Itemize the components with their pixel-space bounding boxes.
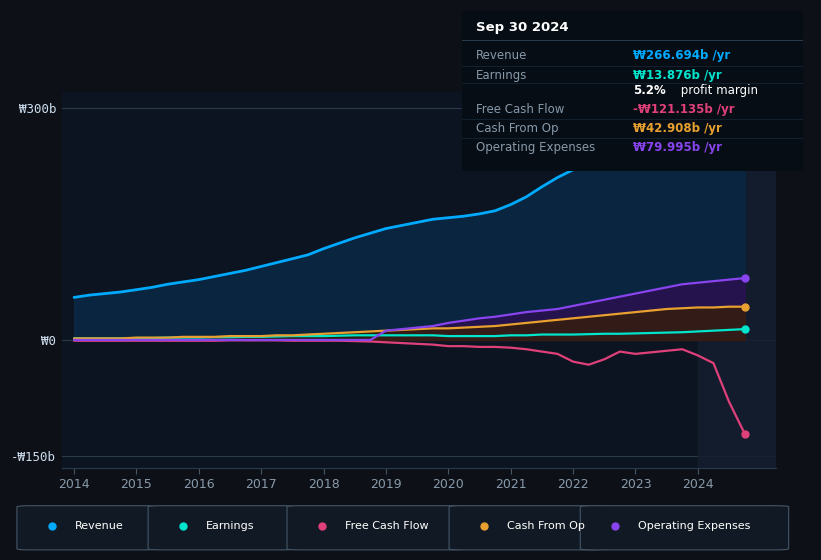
Text: Sep 30 2024: Sep 30 2024	[476, 21, 568, 34]
FancyBboxPatch shape	[148, 506, 295, 550]
Text: Revenue: Revenue	[476, 49, 527, 62]
Text: Earnings: Earnings	[476, 69, 527, 82]
Text: 5.2%: 5.2%	[632, 83, 665, 97]
Text: ₩13.876b /yr: ₩13.876b /yr	[632, 69, 722, 82]
Text: Operating Expenses: Operating Expenses	[476, 141, 595, 154]
Text: Cash From Op: Cash From Op	[507, 521, 585, 531]
FancyBboxPatch shape	[17, 506, 156, 550]
FancyBboxPatch shape	[287, 506, 465, 550]
FancyBboxPatch shape	[580, 506, 789, 550]
Text: ₩79.995b /yr: ₩79.995b /yr	[632, 141, 722, 154]
Text: Free Cash Flow: Free Cash Flow	[476, 103, 564, 116]
Text: Operating Expenses: Operating Expenses	[638, 521, 750, 531]
Text: -₩121.135b /yr: -₩121.135b /yr	[632, 103, 734, 116]
Text: Revenue: Revenue	[75, 521, 123, 531]
Text: ₩266.694b /yr: ₩266.694b /yr	[632, 49, 730, 62]
Text: profit margin: profit margin	[677, 83, 758, 97]
Text: Earnings: Earnings	[206, 521, 255, 531]
Text: Cash From Op: Cash From Op	[476, 122, 558, 135]
Bar	[698, 92, 776, 468]
FancyBboxPatch shape	[449, 506, 603, 550]
Text: Free Cash Flow: Free Cash Flow	[345, 521, 429, 531]
Text: ₩42.908b /yr: ₩42.908b /yr	[632, 122, 722, 135]
